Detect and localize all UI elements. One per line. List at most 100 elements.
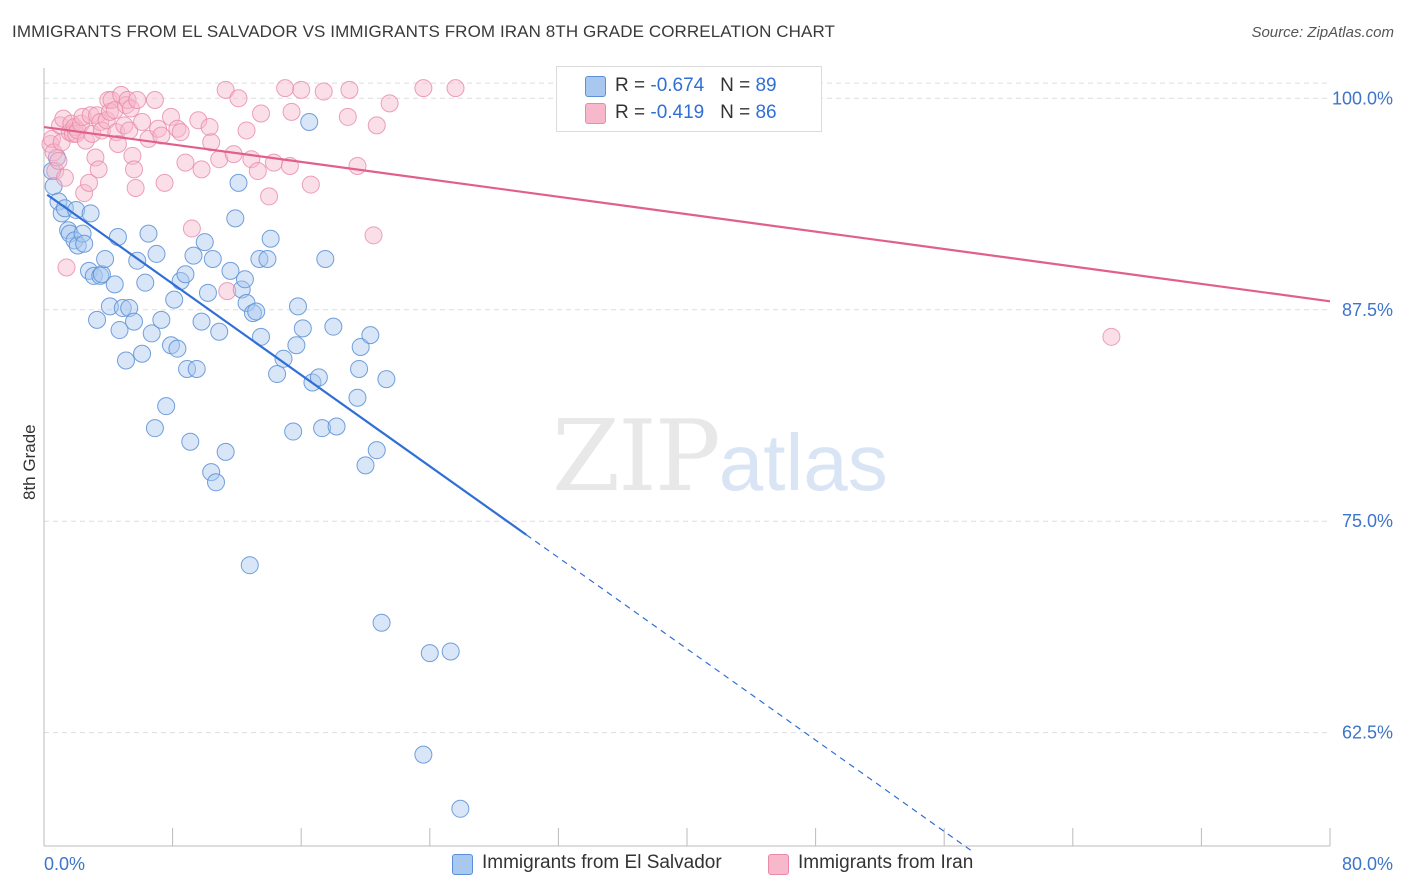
data-point-iran bbox=[229, 89, 248, 108]
data-point-iran bbox=[216, 80, 235, 99]
watermark: ZIPatlas bbox=[552, 400, 888, 514]
data-point-iran bbox=[43, 129, 62, 148]
data-point-el-salvador bbox=[451, 799, 470, 818]
data-point-el-salvador bbox=[287, 336, 306, 355]
n-label: N = bbox=[720, 102, 756, 123]
r-value: -0.674 bbox=[650, 75, 705, 96]
data-point-iran bbox=[102, 90, 121, 109]
y-tick-label: 87.5% bbox=[1342, 300, 1393, 320]
stats-legend: R = -0.674 N = 89 R = -0.419 N = 86 bbox=[556, 66, 822, 132]
data-point-el-salvador bbox=[110, 321, 129, 340]
y-tick-label: 100.0% bbox=[1332, 88, 1393, 108]
data-point-iran bbox=[260, 187, 279, 206]
data-point-iran bbox=[171, 123, 190, 142]
trend-line-iran bbox=[43, 125, 1331, 303]
n-value: 89 bbox=[755, 75, 777, 96]
data-point-el-salvador bbox=[351, 337, 370, 356]
data-point-el-salvador bbox=[145, 419, 164, 438]
data-point-iran bbox=[133, 112, 152, 131]
data-point-iran bbox=[364, 226, 383, 245]
watermark-atlas: atlas bbox=[718, 418, 888, 507]
data-point-el-salvador bbox=[210, 322, 229, 341]
x-tick-label: 0.0% bbox=[44, 854, 85, 874]
data-point-el-salvador bbox=[157, 397, 176, 416]
data-point-el-salvador bbox=[327, 417, 346, 436]
data-point-el-salvador bbox=[377, 370, 396, 389]
data-point-el-salvador bbox=[96, 250, 115, 269]
data-point-iran bbox=[301, 175, 320, 194]
data-point-iran bbox=[168, 119, 187, 138]
data-point-el-salvador bbox=[232, 280, 251, 299]
legend-label-iran: Immigrants from Iran bbox=[798, 852, 974, 873]
data-point-el-salvador bbox=[226, 209, 245, 228]
data-point-iran bbox=[80, 173, 99, 192]
r-label: R = bbox=[615, 75, 651, 96]
data-point-el-salvador bbox=[361, 326, 380, 345]
data-point-iran bbox=[49, 151, 68, 170]
data-point-iran bbox=[46, 162, 65, 181]
data-point-el-salvador bbox=[243, 304, 262, 323]
data-point-iran bbox=[252, 104, 271, 123]
data-point-el-salvador bbox=[356, 456, 375, 475]
data-point-iran bbox=[145, 90, 164, 109]
data-point-el-salvador bbox=[221, 261, 240, 280]
data-point-iran bbox=[108, 134, 127, 153]
data-point-el-salvador bbox=[75, 234, 94, 253]
data-point-el-salvador bbox=[133, 344, 152, 363]
data-point-el-salvador bbox=[216, 442, 235, 461]
n-value: 86 bbox=[755, 102, 777, 123]
data-point-el-salvador bbox=[178, 359, 197, 378]
legend-label-el-salvador: Immigrants from El Salvador bbox=[482, 852, 722, 873]
data-point-el-salvador bbox=[258, 250, 277, 269]
data-point-iran bbox=[338, 107, 357, 126]
data-point-el-salvador bbox=[284, 422, 303, 441]
data-point-el-salvador bbox=[274, 349, 293, 368]
data-point-iran bbox=[248, 162, 267, 181]
data-point-el-salvador bbox=[229, 173, 248, 192]
data-point-iran bbox=[314, 82, 333, 101]
data-point-el-salvador bbox=[300, 112, 319, 131]
data-point-el-salvador bbox=[139, 224, 158, 243]
data-point-el-salvador bbox=[68, 236, 87, 255]
x-tick-label: 80.0% bbox=[1342, 854, 1393, 874]
n-label: N = bbox=[720, 75, 756, 96]
data-point-iran bbox=[126, 178, 145, 197]
data-point-el-salvador bbox=[165, 290, 184, 309]
data-point-iran bbox=[161, 107, 180, 126]
data-point-iran bbox=[89, 160, 108, 179]
data-point-el-salvador bbox=[316, 250, 335, 269]
trend-lines bbox=[43, 125, 1331, 854]
chart-source: Source: ZipAtlas.com bbox=[1251, 24, 1394, 41]
data-point-el-salvador bbox=[288, 297, 307, 316]
data-point-iran bbox=[282, 102, 301, 121]
data-point-el-salvador bbox=[92, 265, 111, 284]
data-point-iran bbox=[237, 121, 256, 140]
data-point-el-salvador bbox=[441, 642, 460, 661]
data-point-iran bbox=[128, 90, 147, 109]
data-point-el-salvador bbox=[293, 319, 312, 338]
series-iran bbox=[41, 79, 1121, 346]
data-point-el-salvador bbox=[142, 324, 161, 343]
data-point-iran bbox=[86, 148, 105, 167]
swatch-iran bbox=[585, 103, 606, 124]
data-point-el-salvador bbox=[414, 745, 433, 764]
data-point-el-salvador bbox=[152, 310, 171, 329]
data-point-el-salvador bbox=[120, 299, 139, 318]
data-point-el-salvador bbox=[184, 246, 203, 265]
trend-line-el-salvador bbox=[46, 193, 527, 536]
data-point-el-salvador bbox=[105, 275, 124, 294]
data-point-iran bbox=[189, 111, 208, 130]
data-point-el-salvador bbox=[168, 339, 187, 358]
data-point-el-salvador bbox=[313, 419, 332, 438]
data-point-el-salvador bbox=[324, 317, 343, 336]
data-point-iran bbox=[182, 219, 201, 238]
data-point-el-salvador bbox=[195, 233, 214, 252]
data-point-iran bbox=[81, 106, 100, 125]
chart-title: IMMIGRANTS FROM EL SALVADOR VS IMMIGRANT… bbox=[12, 22, 836, 41]
data-point-el-salvador bbox=[235, 270, 254, 289]
y-tick-label: 75.0% bbox=[1342, 511, 1393, 531]
data-point-iran bbox=[276, 79, 295, 98]
data-point-iran bbox=[414, 79, 433, 98]
data-point-el-salvador bbox=[240, 556, 259, 575]
data-point-el-salvador bbox=[372, 613, 391, 632]
